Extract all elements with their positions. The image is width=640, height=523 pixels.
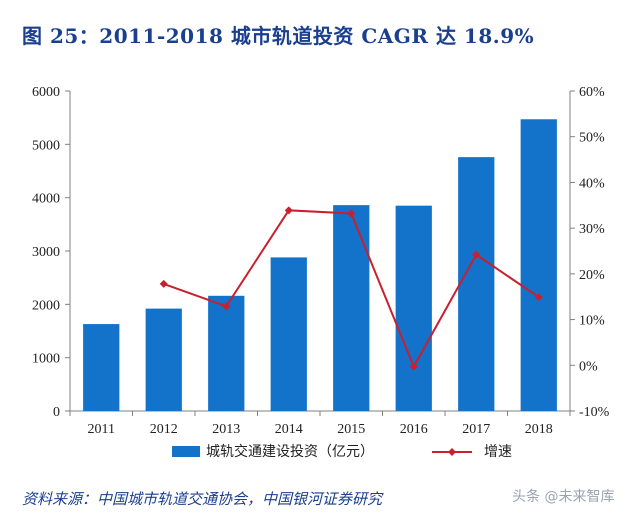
legend-bar-label: 城轨交通建设投资（亿元）: [206, 443, 374, 460]
growth-point-2018: [534, 293, 543, 302]
bar-2014: [270, 257, 307, 411]
growth-point-2012: [159, 279, 168, 288]
x-tick-label: 2011: [88, 422, 115, 437]
right-tick-label: 10%: [579, 314, 605, 329]
growth-point-2014: [284, 206, 293, 215]
x-tick-label: 2016: [400, 422, 428, 437]
growth-point-2016: [409, 362, 418, 371]
bar-2013: [208, 295, 245, 411]
growth-point-2013: [222, 302, 231, 311]
right-tick-label: 40%: [579, 176, 605, 191]
x-tick-label: 2018: [525, 422, 553, 437]
legend-line-label: 增速: [484, 444, 512, 460]
left-tick-label: 3000: [32, 245, 60, 260]
legend: 城轨交通建设投资（亿元） 增速: [172, 443, 512, 460]
bar-2017: [458, 157, 495, 411]
bar-series: [83, 119, 557, 412]
chart-title: 图 25：2011-2018 城市轨道投资 CAGR 达 18.9%: [22, 24, 535, 48]
right-tick-label: 50%: [579, 131, 605, 146]
source-note: 资料来源：中国城市轨道交通协会，中国银河证券研究: [22, 490, 383, 508]
growth-point-2015: [347, 209, 356, 218]
x-axis-labels: 2011 2012 2013 2014 2015 2016 2017 2018: [88, 422, 553, 437]
watermark: 头条 @未来智库: [512, 489, 615, 505]
bar-2016: [395, 205, 432, 411]
bar-2018: [520, 119, 557, 412]
left-tick-label: 6000: [32, 85, 60, 100]
right-tick-label: -10%: [579, 405, 610, 420]
right-tick-label: 30%: [579, 222, 605, 237]
growth-line-series: [159, 206, 543, 371]
legend-bar-swatch: [172, 446, 200, 457]
bar-2012: [145, 308, 182, 411]
x-tick-label: 2015: [337, 422, 365, 437]
left-tick-label: 0: [53, 405, 60, 420]
left-tick-label: 2000: [32, 298, 60, 313]
left-tick-label: 5000: [32, 138, 60, 153]
x-tick-label: 2012: [150, 422, 178, 437]
right-tick-label: 0%: [579, 359, 598, 374]
x-tick-label: 2013: [212, 422, 240, 437]
right-tick-label: 20%: [579, 268, 605, 283]
right-tick-label: 60%: [579, 85, 605, 100]
legend-line-marker: [448, 448, 456, 456]
bar-2011: [83, 324, 120, 411]
left-tick-label: 1000: [32, 352, 60, 367]
bar-2015: [333, 205, 370, 411]
x-tick-label: 2014: [275, 422, 303, 437]
left-tick-label: 4000: [32, 192, 60, 207]
x-tick-label: 2017: [462, 422, 490, 437]
growth-point-2017: [472, 250, 481, 259]
